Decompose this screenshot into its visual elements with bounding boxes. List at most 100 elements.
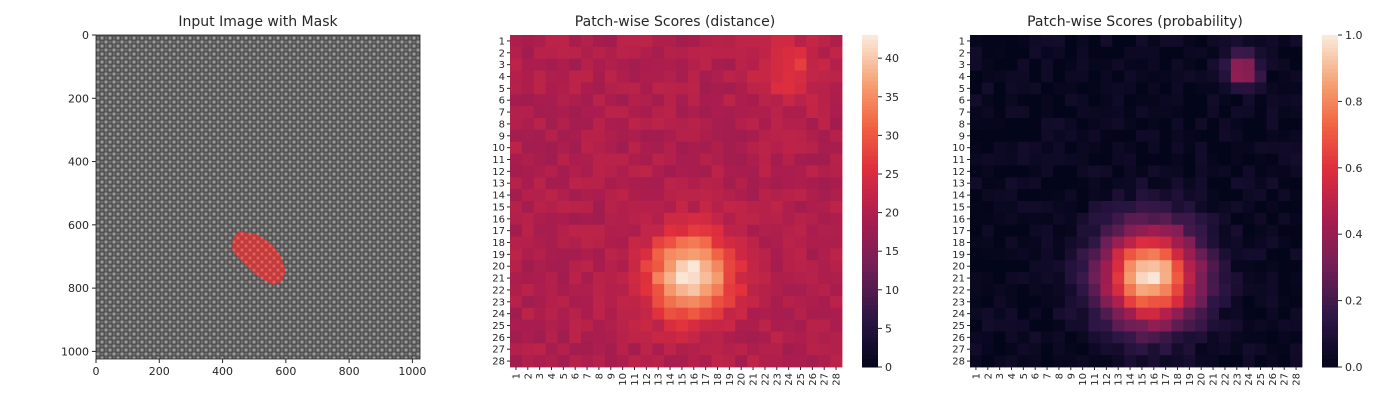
heatmap-cell	[1064, 35, 1078, 48]
heatmap-cell	[1242, 165, 1255, 178]
heatmap-cell	[1278, 248, 1291, 261]
heatmap-cell	[782, 343, 795, 356]
heatmap-cell	[687, 189, 701, 202]
heatmap-cell	[699, 177, 712, 190]
heatmap-cell	[782, 141, 795, 154]
heatmap-cell	[1112, 58, 1125, 71]
heatmap-cell	[521, 355, 535, 368]
heatmap-cell	[521, 319, 535, 332]
heatmap-cell	[993, 177, 1006, 190]
heatmap-cell	[1159, 295, 1172, 309]
heatmap-cell	[1159, 355, 1172, 368]
heatmap-cell	[1076, 129, 1089, 143]
colorbar-segment	[1322, 184, 1338, 190]
colorbar-segment	[1322, 93, 1338, 98]
heatmap-cell	[1124, 343, 1137, 356]
heatmap-cell	[1171, 189, 1184, 202]
heatmap-cell	[533, 35, 546, 48]
col-tick-label: 9	[606, 373, 617, 379]
heatmap-cell	[652, 272, 665, 285]
row-tick-label: 14	[492, 191, 505, 202]
heatmap-cell	[604, 284, 618, 297]
heatmap-cell	[1290, 307, 1303, 320]
heatmap-cell	[1242, 307, 1255, 320]
heatmap-cell	[510, 224, 523, 237]
heatmap-cell	[664, 319, 677, 332]
colorbar-segment	[862, 313, 878, 318]
heatmap-cell	[1005, 272, 1018, 285]
heatmap-cell	[1029, 355, 1042, 368]
heatmap-cell	[981, 260, 995, 273]
heatmap-cell	[616, 284, 629, 297]
heatmap-cell	[1171, 284, 1184, 297]
heatmap-cell	[770, 153, 784, 166]
heatmap-cell	[770, 224, 784, 237]
heatmap-cell	[1183, 177, 1196, 190]
row-tick-label: 1	[499, 36, 505, 47]
row-tick-label: 17	[492, 226, 505, 237]
distance-heatmap-ticks: 1234567891011121314151617181920212223242…	[492, 36, 842, 385]
heatmap-cell	[1041, 106, 1054, 119]
heatmap-cell	[1112, 260, 1125, 273]
colorbar-segment	[1322, 97, 1338, 102]
heatmap-cell	[545, 82, 558, 95]
heatmap-cell	[510, 260, 523, 273]
heatmap-cell	[735, 272, 748, 285]
heatmap-cell	[759, 118, 772, 131]
colorbar-segment	[1322, 88, 1338, 94]
heatmap-cell	[1290, 82, 1303, 95]
distance-heatmap-cells	[510, 35, 843, 368]
heatmap-cell	[735, 355, 748, 368]
heatmap-cell	[1136, 343, 1149, 356]
colorbar-segment	[862, 267, 878, 273]
heatmap-cell	[1242, 129, 1255, 143]
col-tick-label: 26	[1268, 373, 1279, 386]
heatmap-cell	[593, 70, 606, 83]
heatmap-cell	[604, 295, 618, 309]
heatmap-cell	[640, 224, 653, 237]
heatmap-cell	[628, 224, 641, 237]
heatmap-cell	[1136, 295, 1149, 309]
heatmap-cell	[1183, 272, 1196, 285]
heatmap-cell	[818, 272, 831, 285]
heatmap-cell	[993, 106, 1006, 119]
heatmap-cell	[1278, 46, 1291, 60]
col-tick-label: 20	[1197, 373, 1208, 386]
panel-distance-heatmap: Patch-wise Scores (distance) 12345678910…	[492, 14, 899, 386]
heatmap-cell	[981, 355, 995, 368]
heatmap-cell	[1041, 35, 1054, 48]
heatmap-cell	[1171, 82, 1184, 95]
heatmap-cell	[545, 224, 558, 237]
heatmap-cell	[1159, 70, 1172, 83]
heatmap-cell	[652, 118, 665, 131]
heatmap-cell	[723, 153, 736, 166]
heatmap-cell	[664, 248, 677, 261]
row-tick-label: 6	[499, 96, 505, 107]
heatmap-cell	[1207, 224, 1220, 237]
heatmap-cell	[664, 355, 677, 368]
colorbar-segment	[862, 329, 878, 335]
heatmap-cell	[1005, 46, 1018, 60]
heatmap-cell	[569, 177, 582, 190]
heatmap-cell	[970, 260, 983, 273]
heatmap-cell	[1076, 260, 1089, 273]
heatmap-cell	[1242, 35, 1255, 48]
heatmap-cell	[1219, 35, 1232, 48]
heatmap-cell	[581, 319, 594, 332]
heatmap-cell	[1254, 331, 1267, 344]
heatmap-cell	[1254, 236, 1267, 249]
heatmap-cell	[1029, 106, 1042, 119]
heatmap-cell	[1147, 141, 1161, 154]
heatmap-cell	[1005, 70, 1018, 83]
heatmap-cell	[569, 201, 582, 214]
heatmap-cell	[993, 319, 1006, 332]
row-tick-label: 10	[492, 143, 505, 154]
heatmap-cell	[687, 295, 701, 309]
heatmap-cell	[981, 70, 995, 83]
heatmap-cell	[628, 189, 641, 202]
heatmap-cell	[1017, 236, 1030, 249]
heatmap-cell	[1242, 343, 1255, 356]
heatmap-cell	[664, 284, 677, 297]
heatmap-cell	[1112, 319, 1125, 332]
heatmap-cell	[1136, 224, 1149, 237]
